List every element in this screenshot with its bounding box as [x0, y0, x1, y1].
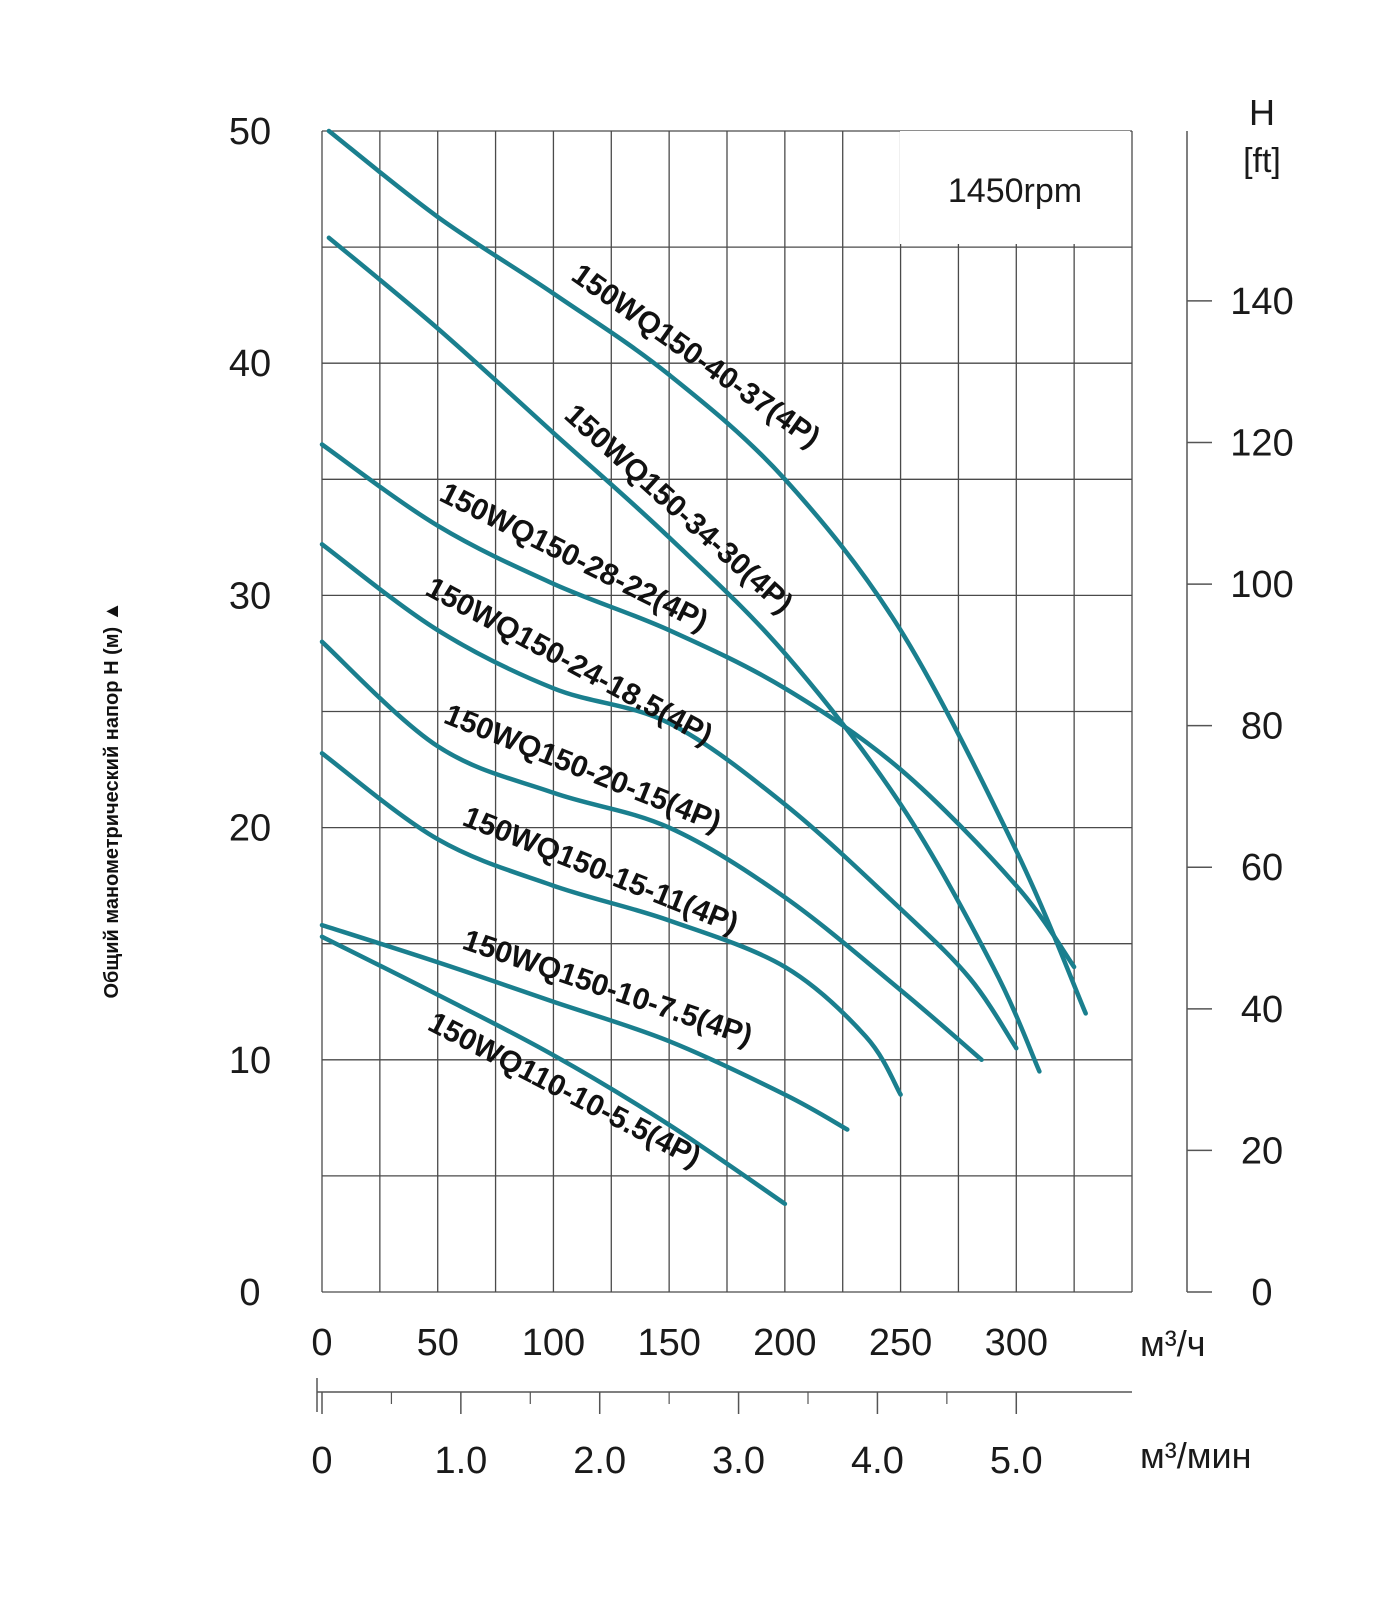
- ft-tick-label: 60: [1241, 847, 1283, 889]
- y-axis-tick-labels: 0 10 20 30 40 50: [229, 111, 271, 1314]
- curve-150wq110-10-5-5-4p-: [319, 934, 788, 1207]
- x-tick-label: 100: [522, 1322, 585, 1364]
- curve-label: 150WQ110-10-5.5(4P): [423, 1006, 706, 1174]
- x-tick-label: 0: [311, 1322, 332, 1364]
- y-tick-label: 0: [239, 1272, 260, 1314]
- y-tick-label: 40: [229, 343, 271, 385]
- performance-curves: [319, 128, 1088, 1207]
- ft-axis-tick-labels: 0 20 40 60 80 100 120 140: [1230, 281, 1293, 1314]
- grid: [321, 130, 1133, 1293]
- ft-tick-label: 0: [1251, 1272, 1272, 1314]
- curve-150wq150-24-18-5-4p-: [319, 542, 1019, 1051]
- y-tick-label: 10: [229, 1040, 271, 1082]
- curve-150wq150-15-11-4p-: [319, 751, 903, 1097]
- y-tick-label: 30: [229, 575, 271, 617]
- curve-150wq150-28-22-4p-: [319, 442, 1077, 970]
- curve-labels: 150WQ150-40-37(4P)150WQ150-34-30(4P)150W…: [420, 258, 826, 1174]
- ft-tick-label: 140: [1230, 281, 1293, 323]
- curve-150wq150-34-30-4p-: [326, 235, 1042, 1074]
- x-tick-label: 50: [417, 1322, 459, 1364]
- y-tick-label: 50: [229, 111, 271, 153]
- x-tick-label: 150: [637, 1322, 700, 1364]
- ft-tick-label: 20: [1241, 1130, 1283, 1172]
- ft-axis-label-unit: [ft]: [1243, 142, 1281, 180]
- min-tick-label: 0: [311, 1440, 332, 1482]
- min-tick-label: 2.0: [573, 1440, 626, 1482]
- min-tick-label: 1.0: [434, 1440, 487, 1482]
- min-tick-label: 4.0: [851, 1440, 904, 1482]
- axes: [316, 131, 1212, 1414]
- y-tick-label: 20: [229, 808, 271, 850]
- ft-tick-label: 100: [1230, 564, 1293, 606]
- curve-150wq150-20-15-4p-: [319, 639, 984, 1063]
- ft-tick-label: 120: [1230, 422, 1293, 464]
- x-tick-label: 200: [753, 1322, 816, 1364]
- curve-label: 150WQ150-10-7.5(4P): [459, 924, 757, 1053]
- curve-150wq150-10-7-5-4p-: [319, 922, 850, 1132]
- x-axis-tick-labels: 0 50 100 150 200 250 300: [311, 1322, 1048, 1364]
- min-axis-tick-labels: 0 1.0 2.0 3.0 4.0 5.0: [311, 1440, 1042, 1482]
- x-axis-label-m3h: м³/ч: [1140, 1323, 1206, 1364]
- ft-axis-label-h: H: [1249, 92, 1275, 133]
- x-axis-label-m3min: м³/мин: [1140, 1435, 1251, 1476]
- x-tick-label: 250: [869, 1322, 932, 1364]
- x-tick-label: 300: [985, 1322, 1048, 1364]
- curve-label: 150WQ150-34-30(4P): [558, 398, 799, 620]
- min-tick-label: 3.0: [712, 1440, 765, 1482]
- rpm-label: 1450rpm: [948, 172, 1082, 210]
- min-tick-label: 5.0: [990, 1440, 1043, 1482]
- curve-150wq150-40-37-4p-: [326, 128, 1088, 1016]
- y-axis-label: Общий манометрический напор H (м) ▲: [101, 601, 123, 998]
- ft-tick-label: 80: [1241, 706, 1283, 748]
- rpm-label-box: [900, 131, 1130, 244]
- ft-tick-label: 40: [1241, 989, 1283, 1031]
